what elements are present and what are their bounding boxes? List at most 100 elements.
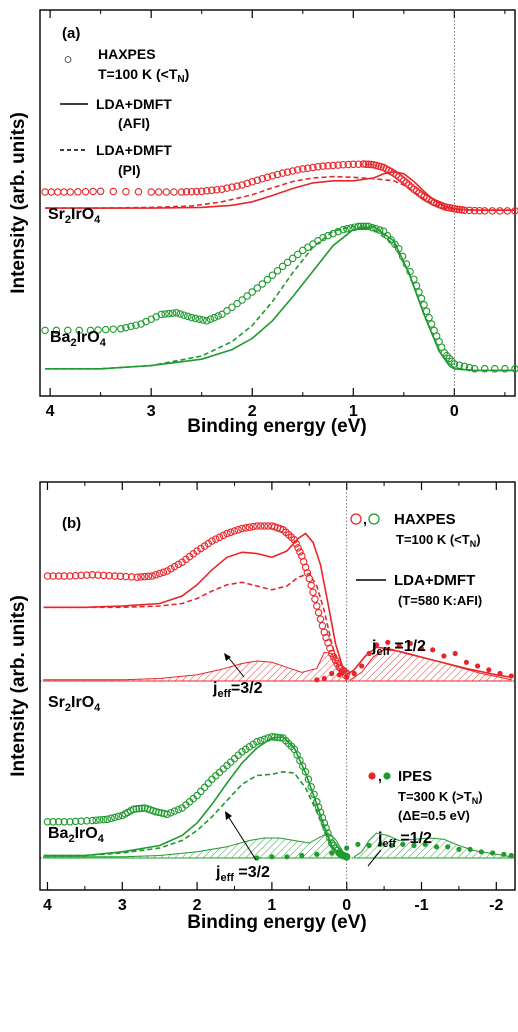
data-point xyxy=(60,818,69,826)
data-point xyxy=(314,608,323,617)
data-point xyxy=(81,187,90,196)
data-point xyxy=(334,161,342,169)
data-point xyxy=(163,567,171,575)
legend-haxpes: HAXPES xyxy=(98,46,156,62)
data-point xyxy=(71,571,80,580)
data-point xyxy=(122,187,130,196)
series-sr2iro4-lda-dmft-afi xyxy=(45,170,515,211)
data-point xyxy=(233,299,241,308)
data-point xyxy=(187,313,196,322)
data-point xyxy=(122,323,130,332)
data-point xyxy=(452,650,458,657)
legend-b-ipes-res: (ΔE=0.5 eV) xyxy=(398,808,470,823)
data-point xyxy=(366,842,372,849)
data-point xyxy=(334,227,342,236)
data-point xyxy=(200,783,209,792)
panel-a-series xyxy=(41,160,518,373)
data-point xyxy=(43,572,52,580)
series-ba2iro4-jeff-3-2-hatched xyxy=(43,832,348,859)
data-point xyxy=(116,572,125,581)
data-point xyxy=(144,572,153,581)
data-point xyxy=(329,850,335,856)
data-point xyxy=(170,188,178,196)
data-point xyxy=(396,643,402,649)
data-point xyxy=(508,673,514,679)
data-point xyxy=(293,166,302,174)
data-point xyxy=(480,365,489,373)
data-point xyxy=(208,537,216,545)
data-point xyxy=(218,185,226,193)
data-point xyxy=(155,569,164,578)
data-point xyxy=(66,188,75,196)
data-point xyxy=(278,262,287,271)
annot-sr-32-arrowhead-icon xyxy=(224,653,231,661)
annot-ba-32-arrow xyxy=(227,815,257,861)
data-point xyxy=(60,572,69,580)
data-point xyxy=(314,163,322,171)
data-point xyxy=(197,187,206,196)
x-tick-label: 3 xyxy=(147,403,156,420)
data-point xyxy=(269,854,275,860)
panel-a-label: (a) xyxy=(62,25,80,42)
data-point xyxy=(226,528,235,537)
data-point xyxy=(324,162,332,170)
data-point xyxy=(107,814,115,823)
data-point xyxy=(344,160,352,169)
data-point xyxy=(83,571,91,579)
data-point xyxy=(210,313,219,322)
legend-b-dmft-l2: (T=580 K:AFI) xyxy=(398,593,482,608)
data-point xyxy=(176,310,184,318)
data-point xyxy=(208,775,216,784)
x-tick-label: -2 xyxy=(489,897,503,914)
data-point xyxy=(96,187,105,196)
data-point xyxy=(223,529,231,538)
data-point xyxy=(258,174,267,183)
data-point xyxy=(167,565,175,573)
data-point xyxy=(294,544,302,552)
data-point xyxy=(43,818,52,826)
data-point xyxy=(214,312,222,320)
data-point xyxy=(316,615,325,623)
data-point xyxy=(359,160,368,168)
data-point xyxy=(66,818,74,826)
data-point xyxy=(288,167,297,175)
data-point xyxy=(314,851,320,857)
data-point xyxy=(127,322,135,331)
data-point xyxy=(208,186,216,195)
data-point xyxy=(228,183,236,191)
data-point xyxy=(253,738,261,746)
data-point xyxy=(53,188,62,196)
data-point xyxy=(47,188,56,196)
data-point xyxy=(389,842,395,849)
data-point xyxy=(324,231,332,240)
data-point xyxy=(193,547,201,555)
data-point xyxy=(268,271,277,279)
data-point xyxy=(213,185,221,194)
data-point xyxy=(133,573,141,582)
data-point xyxy=(465,363,474,372)
legend-solid-l2: (AFI) xyxy=(118,115,150,131)
data-point xyxy=(101,325,110,334)
data-point xyxy=(377,841,383,847)
data-point xyxy=(75,326,83,335)
sample-label-sr-a: Sr2IrO4 xyxy=(48,206,101,226)
data-point xyxy=(467,846,473,852)
data-point xyxy=(320,628,329,637)
data-point xyxy=(241,745,250,754)
data-point xyxy=(77,817,85,825)
legend-dashed-l1: LDA+DMFT xyxy=(96,142,172,158)
panel-a-frame xyxy=(39,9,516,397)
x-tick-label: 4 xyxy=(46,403,55,420)
panel-b-label: (b) xyxy=(62,515,81,532)
data-point xyxy=(152,571,160,579)
data-point xyxy=(159,568,168,577)
data-point xyxy=(103,815,112,824)
data-point xyxy=(203,317,211,325)
legend-sep-ipes: , xyxy=(378,768,382,784)
legend-b-dmft-l1: LDA+DMFT xyxy=(394,572,475,589)
data-point xyxy=(192,187,201,196)
data-point xyxy=(182,188,191,196)
data-point xyxy=(362,160,370,168)
data-point xyxy=(117,325,125,333)
x-tick-label: 0 xyxy=(450,403,459,420)
